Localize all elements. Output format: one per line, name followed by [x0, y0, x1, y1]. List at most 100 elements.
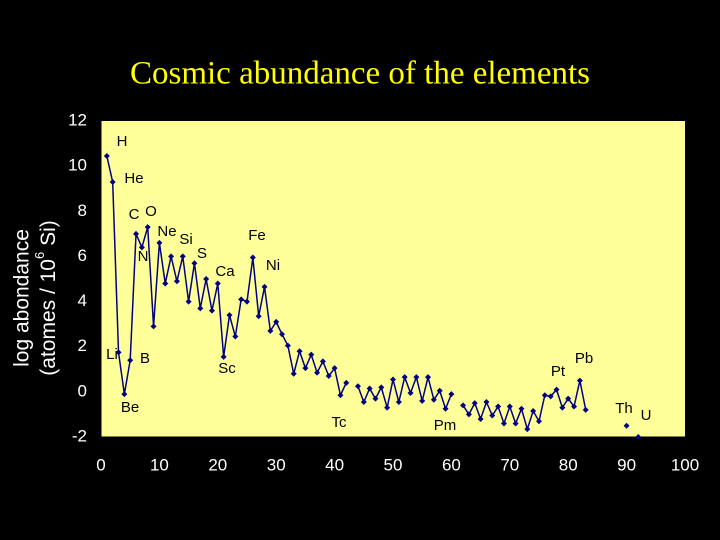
data-point — [512, 420, 519, 427]
data-point — [541, 392, 548, 399]
y-tick-label: 12 — [68, 110, 87, 129]
y-tick-label: 4 — [78, 291, 87, 310]
data-point — [343, 379, 350, 386]
data-point — [465, 411, 472, 418]
data-point — [430, 396, 437, 403]
data-point — [150, 323, 157, 330]
data-point — [179, 253, 186, 260]
x-tick-label: 100 — [671, 455, 699, 474]
data-point — [419, 397, 426, 404]
data-point — [331, 365, 338, 372]
data-point — [395, 399, 402, 406]
data-point — [226, 312, 233, 319]
data-point — [220, 353, 227, 360]
data-point — [390, 376, 396, 383]
data-point — [483, 399, 490, 406]
y-tick-label: 0 — [78, 381, 87, 400]
data-point — [279, 331, 286, 338]
point-label: Ca — [215, 263, 235, 280]
data-point — [197, 305, 204, 312]
data-point — [524, 426, 531, 433]
data-point — [565, 395, 572, 402]
data-point — [571, 403, 578, 410]
data-point — [623, 422, 630, 429]
data-point — [296, 348, 303, 355]
y-tick-label: 2 — [78, 336, 87, 355]
data-point — [337, 392, 344, 399]
data-point — [489, 412, 496, 419]
x-tick-label: 0 — [96, 455, 105, 474]
data-point — [530, 408, 537, 415]
data-point — [156, 239, 163, 246]
data-point — [407, 389, 414, 396]
y-label-part: Si) — [37, 220, 60, 252]
data-point — [133, 230, 140, 237]
data-point — [162, 280, 169, 287]
data-point — [500, 420, 507, 427]
data-point — [354, 383, 361, 390]
data-point — [506, 403, 513, 410]
data-point — [168, 253, 175, 260]
y-tick-label: 10 — [68, 156, 87, 175]
x-tick-label: 30 — [267, 455, 286, 474]
data-point — [127, 357, 134, 364]
x-tick-label: 10 — [150, 455, 169, 474]
data-point — [477, 415, 484, 422]
point-label: B — [140, 350, 150, 367]
data-point — [325, 373, 332, 380]
point-label: S — [197, 245, 207, 262]
data-point — [244, 298, 250, 305]
x-tick-label: 90 — [617, 455, 636, 474]
data-point — [378, 384, 385, 391]
data-point — [138, 244, 145, 251]
data-point — [384, 404, 391, 411]
point-label: O — [145, 203, 157, 220]
data-point — [238, 296, 245, 303]
point-label: Pb — [575, 350, 593, 367]
point-label: He — [124, 170, 143, 187]
point-label: Ne — [157, 223, 176, 240]
data-point — [460, 402, 467, 409]
y-label-sup: 6 — [32, 252, 47, 259]
point-label: Sc — [218, 360, 236, 377]
y-tick-label: -2 — [72, 426, 87, 445]
data-point — [553, 386, 560, 393]
point-label: Li — [106, 346, 118, 363]
data-point — [576, 377, 583, 384]
data-point — [267, 327, 274, 334]
data-point — [582, 406, 589, 413]
data-point — [495, 403, 502, 410]
point-label: U — [641, 407, 652, 424]
data-point — [109, 178, 116, 185]
x-tick-label: 40 — [325, 455, 344, 474]
data-point — [261, 283, 268, 290]
x-tick-label: 60 — [442, 455, 461, 474]
point-label: Ni — [266, 257, 280, 274]
data-point — [401, 374, 408, 381]
y-tick-label: 8 — [78, 201, 87, 220]
data-point — [103, 152, 110, 159]
data-point — [471, 400, 478, 407]
data-point — [290, 370, 297, 377]
y-tick-label: 6 — [78, 246, 87, 265]
x-tick-label: 80 — [559, 455, 578, 474]
point-label: Pm — [434, 417, 457, 434]
data-point — [208, 307, 215, 314]
point-label: H — [117, 133, 128, 150]
data-point — [203, 276, 210, 282]
x-tick-label: 70 — [500, 455, 519, 474]
data-point — [372, 395, 379, 402]
point-label: Tc — [332, 414, 348, 431]
data-point — [308, 351, 315, 358]
y-axis-label: log abondance (atomes / 106 Si) — [11, 220, 60, 375]
point-label: Pt — [551, 363, 566, 380]
data-point — [366, 385, 373, 392]
data-point — [255, 313, 262, 320]
data-point — [115, 349, 122, 356]
data-point — [559, 404, 566, 411]
data-point — [536, 418, 542, 425]
plot-area — [101, 121, 685, 437]
point-label: N — [138, 248, 149, 265]
